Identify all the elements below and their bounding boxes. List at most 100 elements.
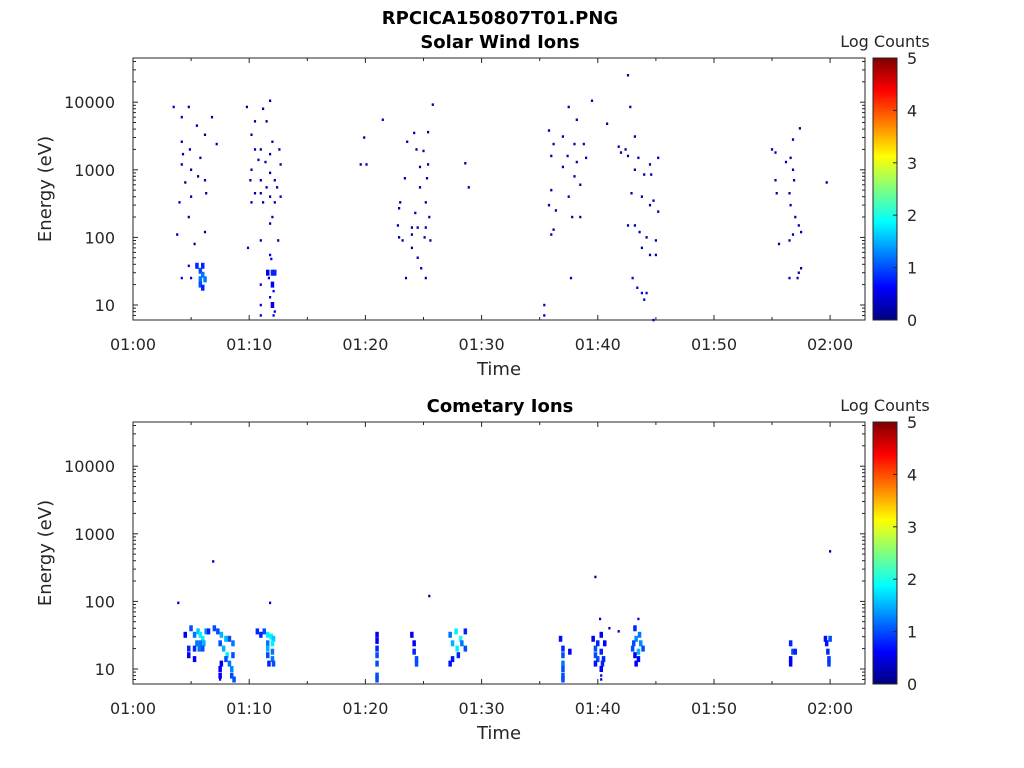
data-cell xyxy=(420,267,423,270)
data-cell xyxy=(273,201,276,204)
data-cell xyxy=(788,660,793,667)
data-cell xyxy=(573,142,576,146)
data-cell xyxy=(416,256,419,259)
data-cell xyxy=(187,105,190,109)
data-cell xyxy=(652,318,655,322)
data-cell xyxy=(201,635,205,642)
data-cell xyxy=(246,246,250,250)
data-cell xyxy=(218,672,222,679)
colorbar-tick-label: 5 xyxy=(907,413,917,432)
data-cell xyxy=(232,676,236,683)
data-cell xyxy=(273,269,277,276)
data-cell xyxy=(599,631,603,638)
data-cell xyxy=(579,215,582,219)
data-cell xyxy=(190,195,193,198)
data-cell xyxy=(277,239,280,242)
data-cell xyxy=(561,645,565,652)
data-cell xyxy=(230,666,234,672)
data-cell xyxy=(823,635,828,642)
plot-area xyxy=(132,421,866,685)
data-cell xyxy=(363,136,366,139)
data-cell xyxy=(413,131,416,135)
data-cell xyxy=(269,99,272,102)
data-cell xyxy=(269,195,272,198)
y-tick-label: 1000 xyxy=(74,161,115,180)
data-cell xyxy=(798,127,801,130)
data-cell xyxy=(270,656,275,663)
data-cell xyxy=(267,660,271,667)
data-cell xyxy=(450,640,455,647)
data-cell xyxy=(259,314,262,317)
data-cell xyxy=(381,118,384,121)
solar-wind-panel: Solar Wind Ions 01:00 01:10 01:20 01:30 01:4… xyxy=(35,32,930,380)
data-cell xyxy=(561,165,564,169)
data-cell xyxy=(626,154,630,158)
data-cell xyxy=(626,74,630,77)
y-axis-label: Energy (eV) xyxy=(35,136,56,242)
data-cell xyxy=(269,601,272,605)
data-cell xyxy=(230,672,234,679)
data-cell xyxy=(789,203,792,207)
data-cell xyxy=(273,310,276,313)
data-cell xyxy=(271,660,276,667)
data-cell xyxy=(791,648,795,655)
data-cell xyxy=(777,242,781,246)
data-cell xyxy=(463,645,468,652)
data-cell xyxy=(791,138,795,141)
data-cell xyxy=(464,162,467,165)
data-cell xyxy=(599,666,603,672)
data-cell xyxy=(375,631,379,638)
data-cell xyxy=(375,637,379,644)
data-cell xyxy=(424,201,427,204)
data-cell xyxy=(561,672,565,679)
data-cell xyxy=(270,648,275,655)
data-cell xyxy=(178,201,181,204)
data-cell xyxy=(227,660,232,667)
x-tick-label: 01:20 xyxy=(342,699,388,718)
data-cell xyxy=(270,302,275,308)
data-cell xyxy=(203,133,207,136)
data-cell xyxy=(414,656,419,663)
x-axis-label: Time xyxy=(476,359,521,380)
data-cell xyxy=(270,269,275,276)
data-cell xyxy=(567,105,570,109)
data-cell xyxy=(796,276,799,280)
data-cell xyxy=(561,660,565,667)
data-cell xyxy=(774,151,777,154)
data-cell xyxy=(270,281,275,288)
colorbar-tick-label: 4 xyxy=(907,101,917,120)
data-cell xyxy=(550,154,553,158)
data-cell xyxy=(203,230,207,234)
data-cell xyxy=(463,628,468,635)
data-cell xyxy=(219,660,224,667)
data-cell xyxy=(399,201,402,204)
data-cell xyxy=(262,201,265,204)
data-cell xyxy=(788,239,791,242)
data-cell xyxy=(575,160,578,164)
plot-area xyxy=(132,57,866,321)
data-cell xyxy=(617,145,620,148)
data-cell xyxy=(193,242,196,246)
data-cell xyxy=(259,148,262,151)
data-cell xyxy=(404,276,408,280)
data-cell xyxy=(227,635,232,642)
data-cell xyxy=(789,156,792,160)
data-cell xyxy=(569,276,573,280)
data-cell xyxy=(201,284,205,291)
data-cell xyxy=(196,628,200,635)
data-cell xyxy=(398,207,401,210)
colorbar-tick-label: 3 xyxy=(907,154,917,173)
x-tick-label: 01:10 xyxy=(226,699,272,718)
data-cell xyxy=(265,120,268,123)
data-cell xyxy=(600,678,603,681)
data-cell xyxy=(215,142,218,146)
data-cell xyxy=(633,625,637,632)
panel-title: Cometary Ions xyxy=(427,396,574,417)
y-tick-label: 10000 xyxy=(64,93,115,112)
data-cell xyxy=(262,107,265,110)
data-cell xyxy=(375,676,379,683)
x-axis-label: Time xyxy=(476,723,521,744)
data-cell xyxy=(269,152,272,156)
data-cell xyxy=(412,648,416,655)
x-tick-label: 01:10 xyxy=(226,335,272,354)
